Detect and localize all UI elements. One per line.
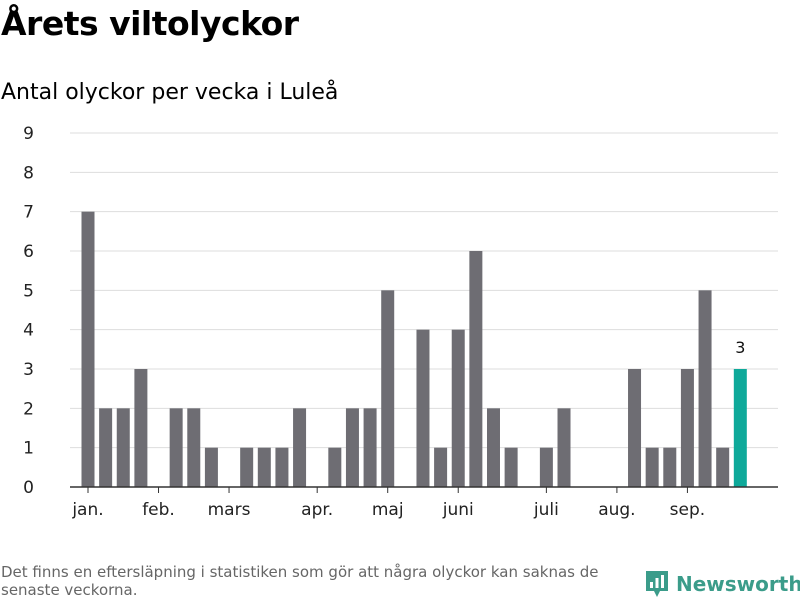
x-tick-label: mars	[208, 500, 251, 520]
bar	[293, 408, 307, 487]
bar	[557, 408, 571, 487]
bar	[275, 447, 289, 487]
bar	[187, 408, 201, 487]
chart-subtitle: Antal olyckor per vecka i Luleå	[1, 80, 339, 105]
bar	[328, 447, 342, 487]
y-tick-label: 7	[23, 203, 34, 223]
bar	[134, 369, 148, 487]
bar	[99, 408, 113, 487]
bar	[645, 447, 659, 487]
bar	[469, 251, 483, 487]
bar	[698, 290, 712, 487]
bar	[451, 329, 465, 487]
y-tick-label: 0	[23, 478, 34, 498]
bar	[204, 447, 218, 487]
bar	[257, 447, 271, 487]
bar	[81, 211, 95, 487]
bar	[363, 408, 377, 487]
bar	[416, 329, 430, 487]
y-tick-label: 8	[23, 163, 34, 183]
x-tick-label: jan.	[71, 500, 103, 520]
y-tick-label: 9	[23, 124, 34, 144]
bar	[169, 408, 183, 487]
newsworthy-logo-icon	[646, 571, 668, 597]
y-tick-label: 2	[23, 399, 34, 419]
x-tick-label: sep.	[670, 500, 706, 520]
y-tick-label: 5	[23, 281, 34, 301]
data-label: 3	[735, 338, 745, 357]
brand-name: Newsworthy	[676, 572, 800, 596]
footnote: Det finns en eftersläpning i statistiken…	[1, 563, 599, 599]
bar	[539, 447, 553, 487]
bar-chart: 0 1 2 3 4 5 6 7 8 9 3 jan. feb. mars apr. maj juni juli au…	[23, 124, 778, 520]
x-tick-label: feb.	[142, 500, 175, 520]
x-tick-label: juni	[442, 500, 474, 520]
brand-logo: Newsworthy	[644, 569, 800, 599]
page-title: Årets viltolyckor	[1, 4, 299, 43]
bar	[680, 369, 694, 487]
y-tick-label: 4	[23, 321, 34, 341]
x-tick-label: apr.	[301, 500, 333, 520]
bar	[628, 369, 642, 487]
bar	[663, 447, 677, 487]
bar	[434, 447, 448, 487]
bar	[345, 408, 359, 487]
bar	[716, 447, 730, 487]
x-tick-label: maj	[372, 500, 404, 520]
y-tick-label: 6	[23, 242, 34, 262]
bar	[240, 447, 254, 487]
bar	[116, 408, 130, 487]
y-tick-label: 1	[23, 439, 34, 459]
bar	[504, 447, 518, 487]
x-tick-label: aug.	[598, 500, 635, 520]
bar	[486, 408, 500, 487]
bar	[381, 290, 395, 487]
highlight-bar	[733, 369, 747, 487]
y-tick-label: 3	[23, 360, 34, 380]
x-tick-label: juli	[533, 500, 559, 520]
